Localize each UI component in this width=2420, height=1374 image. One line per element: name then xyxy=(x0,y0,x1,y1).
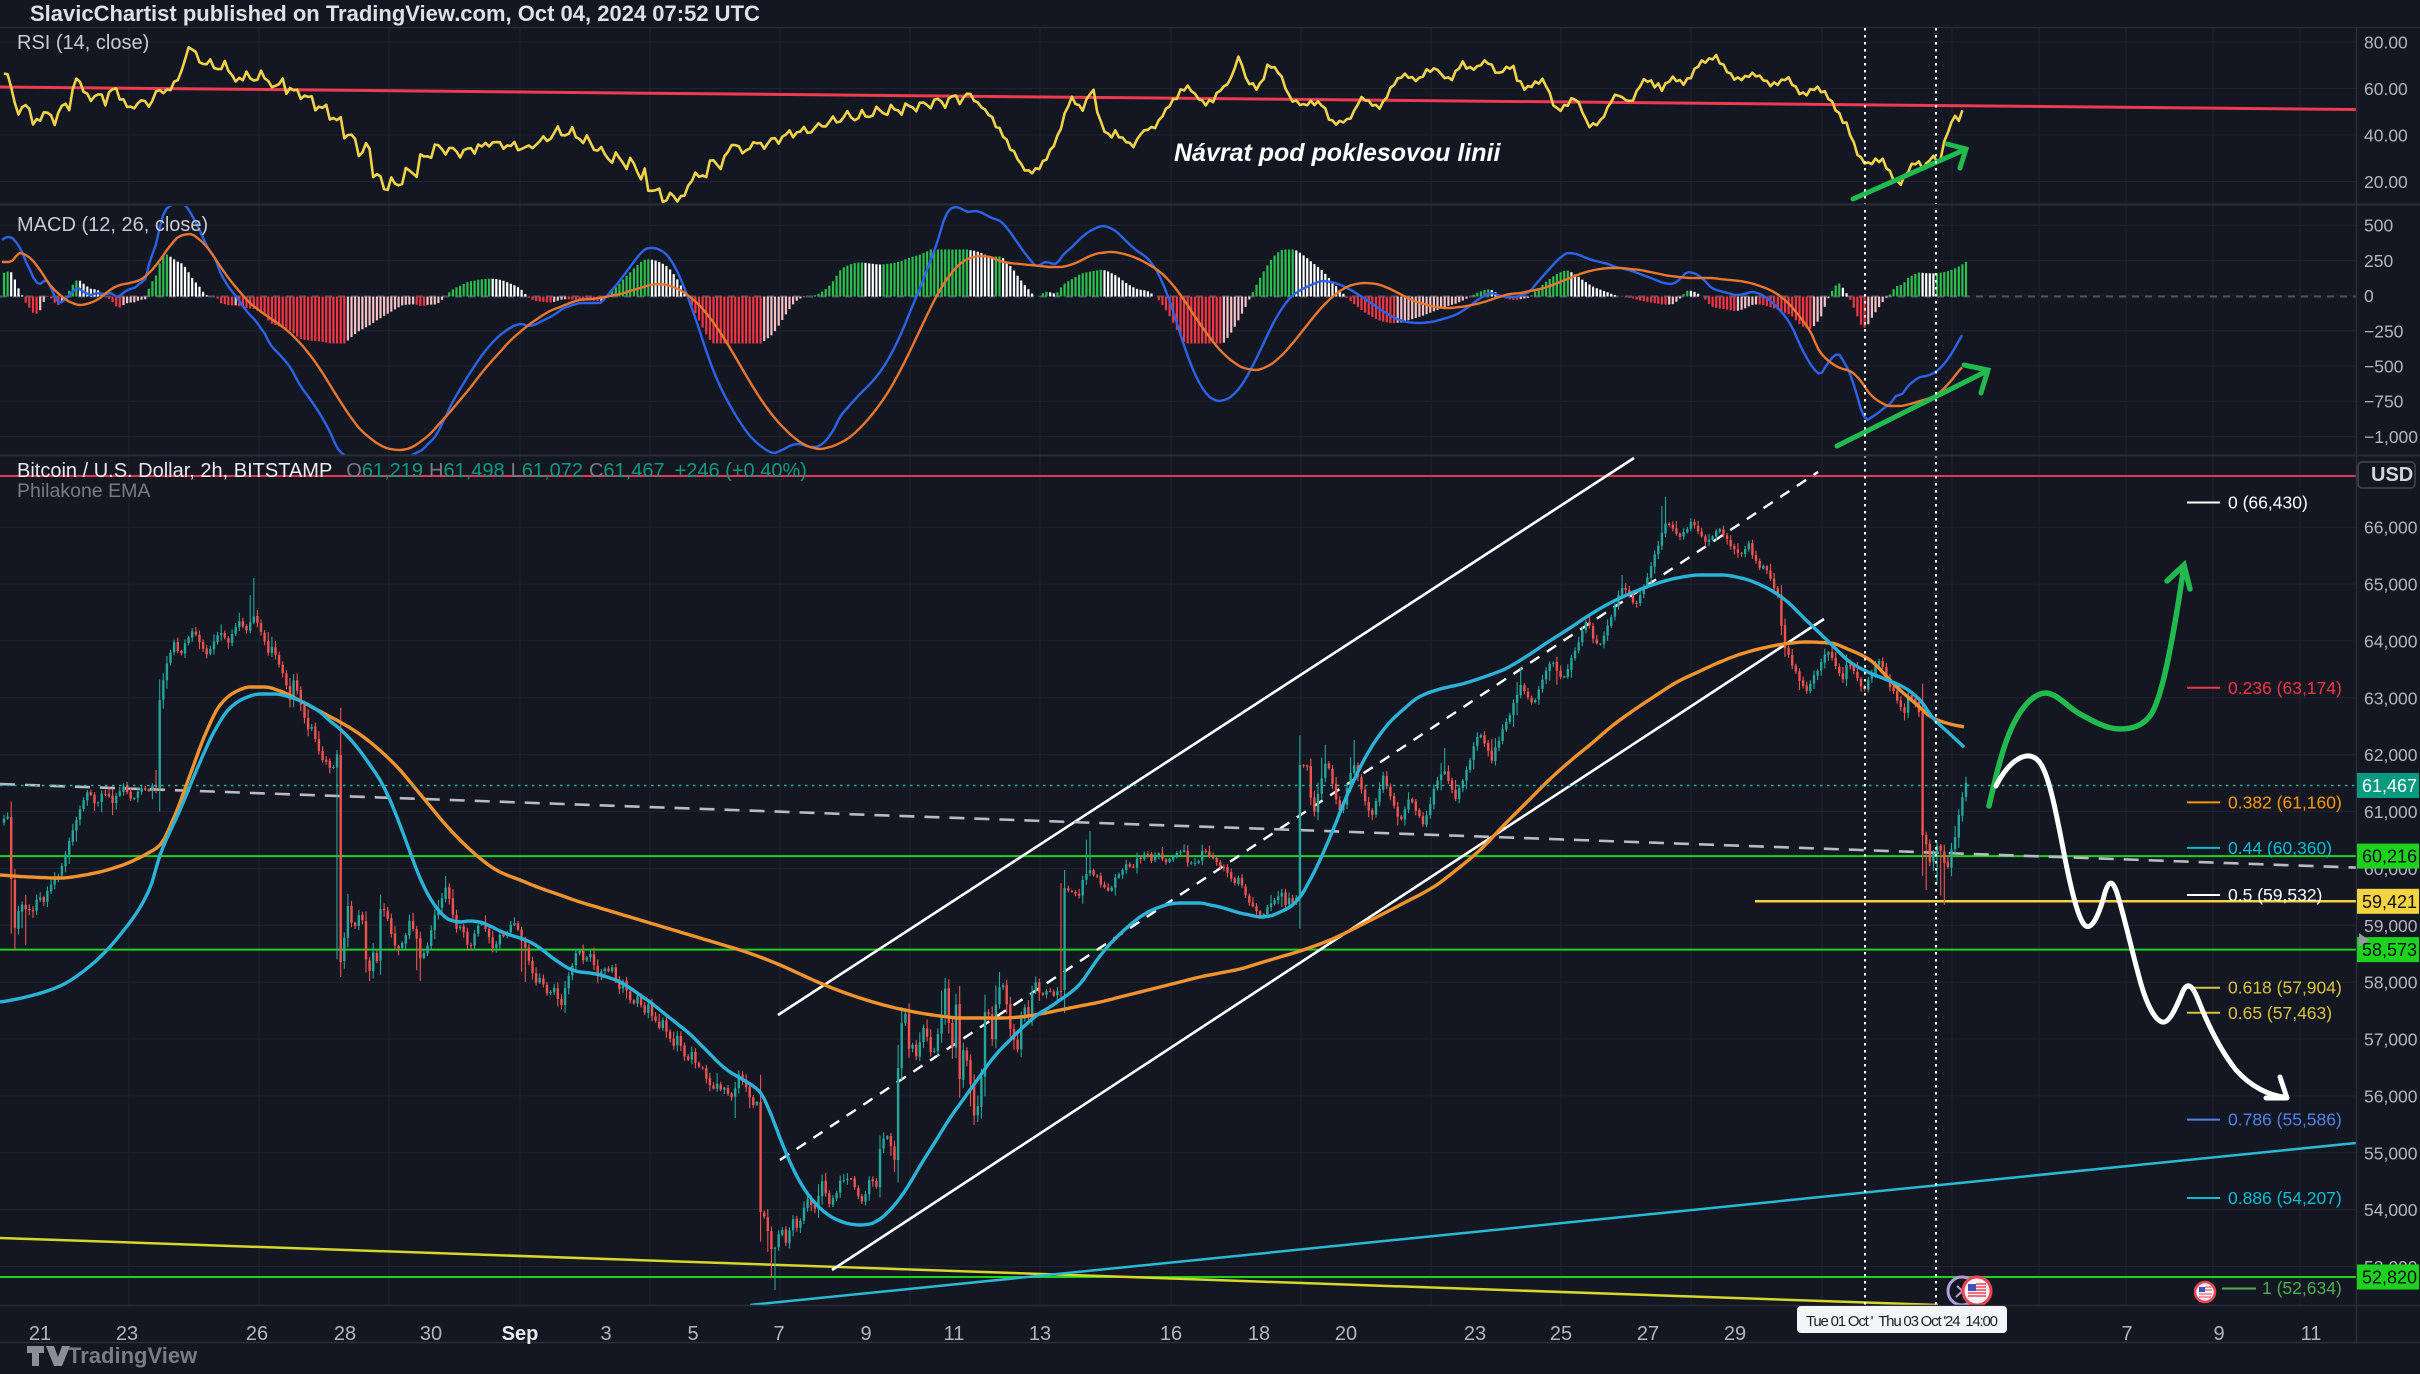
svg-text:16: 16 xyxy=(1160,1323,1182,1345)
svg-text:Návrat pod poklesovou linii: Návrat pod poklesovou linii xyxy=(1174,139,1501,167)
svg-text:59,000: 59,000 xyxy=(2364,916,2418,936)
svg-text:26: 26 xyxy=(246,1323,268,1345)
svg-text:7: 7 xyxy=(773,1323,784,1345)
svg-text:SlavicChartist published on Tr: SlavicChartist published on TradingView.… xyxy=(30,1,760,26)
svg-text:0.786 (55,586): 0.786 (55,586) xyxy=(2228,1110,2342,1130)
svg-text:5: 5 xyxy=(687,1323,698,1345)
svg-text:23: 23 xyxy=(116,1323,138,1345)
svg-text:65,000: 65,000 xyxy=(2364,575,2418,595)
svg-text:60,216: 60,216 xyxy=(2362,847,2417,867)
svg-text:11: 11 xyxy=(944,1323,965,1345)
svg-text:21: 21 xyxy=(29,1323,51,1345)
svg-text:64,000: 64,000 xyxy=(2364,631,2418,651)
svg-text:0.5 (59,532): 0.5 (59,532) xyxy=(2228,885,2322,905)
svg-text:MACD (12, 26, close): MACD (12, 26, close) xyxy=(17,214,208,236)
svg-text:66,000: 66,000 xyxy=(2364,518,2418,538)
svg-text:USD: USD xyxy=(2371,464,2413,486)
svg-text:60.00: 60.00 xyxy=(2364,79,2408,99)
svg-text:3: 3 xyxy=(600,1323,611,1345)
svg-text:61,467: 61,467 xyxy=(2362,776,2417,796)
svg-text:0.618 (57,904): 0.618 (57,904) xyxy=(2228,978,2342,998)
svg-text:80.00: 80.00 xyxy=(2364,33,2408,53)
svg-text:63,000: 63,000 xyxy=(2364,688,2418,708)
svg-text:Bitcoin / U.S. Dollar, 2h, BIT: Bitcoin / U.S. Dollar, 2h, BITSTAMP O61,2… xyxy=(17,460,807,482)
svg-text:−500: −500 xyxy=(2364,357,2404,377)
svg-text:0 (66,430): 0 (66,430) xyxy=(2228,493,2308,513)
svg-text:0: 0 xyxy=(2364,286,2374,306)
svg-text:250: 250 xyxy=(2364,251,2393,271)
svg-text:0.886 (54,207): 0.886 (54,207) xyxy=(2228,1188,2342,1208)
svg-text:55,000: 55,000 xyxy=(2364,1143,2418,1163)
svg-text:7: 7 xyxy=(2121,1323,2132,1345)
svg-text:500: 500 xyxy=(2364,216,2393,236)
svg-text:59,421: 59,421 xyxy=(2362,892,2417,912)
svg-text:Tue 01 Oct ' Thu 03 Oct '24: Tue 01 Oct ' Thu 03 Oct '24 14:00 xyxy=(1806,1313,1998,1330)
svg-text:−250: −250 xyxy=(2364,321,2404,341)
svg-text:13: 13 xyxy=(1029,1323,1051,1345)
svg-text:RSI (14, close): RSI (14, close) xyxy=(17,32,149,54)
svg-text:23: 23 xyxy=(1464,1323,1486,1345)
svg-text:25: 25 xyxy=(1550,1323,1572,1345)
svg-text:61,000: 61,000 xyxy=(2364,802,2418,822)
svg-text:11: 11 xyxy=(2301,1323,2322,1345)
svg-text:30: 30 xyxy=(420,1323,442,1345)
svg-text:0.65 (57,463): 0.65 (57,463) xyxy=(2228,1003,2332,1023)
svg-text:57,000: 57,000 xyxy=(2364,1030,2418,1050)
svg-text:0.382 (61,160): 0.382 (61,160) xyxy=(2228,792,2342,812)
svg-text:18: 18 xyxy=(1248,1323,1270,1345)
svg-text:62,000: 62,000 xyxy=(2364,745,2418,765)
svg-text:1 (52,634): 1 (52,634) xyxy=(2262,1278,2342,1298)
svg-text:58,573: 58,573 xyxy=(2362,940,2417,960)
svg-text:40.00: 40.00 xyxy=(2364,126,2408,146)
svg-text:52,820: 52,820 xyxy=(2362,1268,2417,1288)
svg-text:29: 29 xyxy=(1724,1323,1746,1345)
svg-text:Philakone EMA: Philakone EMA xyxy=(17,480,150,502)
svg-text:20: 20 xyxy=(1335,1323,1357,1345)
svg-text:−1,000: −1,000 xyxy=(2364,427,2418,447)
svg-text:TradingView: TradingView xyxy=(68,1343,198,1368)
svg-text:28: 28 xyxy=(334,1323,356,1345)
svg-text:27: 27 xyxy=(1637,1323,1659,1345)
svg-text:−750: −750 xyxy=(2364,392,2404,412)
svg-text:Sep: Sep xyxy=(502,1323,539,1345)
svg-text:54,000: 54,000 xyxy=(2364,1200,2418,1220)
svg-text:9: 9 xyxy=(860,1323,871,1345)
svg-text:58,000: 58,000 xyxy=(2364,973,2418,993)
svg-text:9: 9 xyxy=(2213,1323,2224,1345)
svg-text:0.236 (63,174): 0.236 (63,174) xyxy=(2228,678,2342,698)
svg-text:0.44 (60,360): 0.44 (60,360) xyxy=(2228,838,2332,858)
svg-text:56,000: 56,000 xyxy=(2364,1086,2418,1106)
svg-text:20.00: 20.00 xyxy=(2364,172,2408,192)
